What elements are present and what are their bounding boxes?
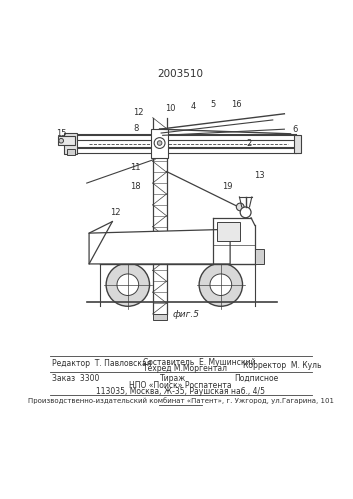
Circle shape <box>154 138 165 148</box>
Circle shape <box>157 141 162 145</box>
Bar <box>151 129 168 159</box>
Text: 8: 8 <box>133 124 138 133</box>
Bar <box>67 149 75 155</box>
Text: Производственно-издательский комбинат «Патент», г. Ужгород, ул.Гагарина, 101: Производственно-издательский комбинат «П… <box>28 397 334 404</box>
Text: фиг.5: фиг.5 <box>173 310 199 319</box>
Text: Составитель  Е. Мушинский: Составитель Е. Мушинский <box>143 358 256 367</box>
Text: 15: 15 <box>56 129 67 138</box>
Text: НПО «Поиск» Роспатента: НПО «Поиск» Роспатента <box>129 381 232 390</box>
Bar <box>152 314 167 320</box>
Text: Корректор  М. Куль: Корректор М. Куль <box>243 361 321 370</box>
Text: 13: 13 <box>254 171 265 180</box>
Text: 113035, Москва, Ж-35, Раушская наб., 4/5: 113035, Москва, Ж-35, Раушская наб., 4/5 <box>96 387 265 396</box>
Text: 2: 2 <box>247 139 252 148</box>
Text: 12: 12 <box>133 108 144 117</box>
Text: Редактор  Т. Павловская: Редактор Т. Павловская <box>52 359 151 368</box>
Bar <box>64 133 77 154</box>
Circle shape <box>199 263 243 306</box>
Text: 12: 12 <box>110 208 121 217</box>
Circle shape <box>106 263 150 306</box>
Circle shape <box>236 203 244 211</box>
Text: Техред М.Моргентал: Техред М.Моргентал <box>143 364 227 373</box>
Text: Тираж: Тираж <box>160 374 187 383</box>
Circle shape <box>117 274 139 295</box>
Text: 18: 18 <box>130 183 141 192</box>
Text: Подписное: Подписное <box>234 374 278 383</box>
Text: 11: 11 <box>130 163 141 172</box>
Text: 19: 19 <box>222 183 233 192</box>
Bar <box>255 249 264 264</box>
Circle shape <box>240 207 251 218</box>
Text: 6: 6 <box>292 125 298 134</box>
Text: 2003510: 2003510 <box>157 69 204 79</box>
Circle shape <box>210 274 232 295</box>
Text: 4: 4 <box>190 102 196 111</box>
Bar <box>58 136 75 145</box>
Text: Заказ  3300: Заказ 3300 <box>52 374 99 383</box>
Polygon shape <box>89 229 230 264</box>
Text: 10: 10 <box>165 104 176 113</box>
Bar <box>294 135 301 153</box>
Text: 16: 16 <box>231 100 242 109</box>
Text: 5: 5 <box>210 100 216 109</box>
Circle shape <box>59 138 64 143</box>
Bar <box>217 222 240 241</box>
